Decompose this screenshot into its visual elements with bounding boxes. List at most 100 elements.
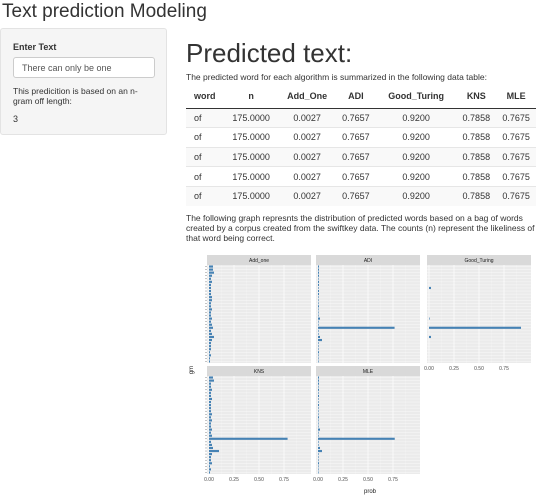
bar (209, 311, 211, 314)
bar (318, 308, 319, 311)
bar (318, 299, 319, 302)
bar (318, 348, 319, 351)
bar (209, 449, 219, 453)
table-cell: 0.7657 (336, 146, 376, 167)
table-cell: 0.0027 (278, 146, 337, 167)
bar (209, 302, 211, 305)
bar (318, 465, 319, 468)
bar (209, 434, 212, 437)
x-tick-label: 0.50 (254, 477, 264, 483)
bar (318, 332, 319, 335)
x-axis-label: prob (364, 489, 377, 495)
table-cell: 0.7675 (496, 185, 536, 206)
bar (318, 335, 320, 339)
bar (318, 314, 319, 317)
bar (318, 280, 319, 283)
column-header[interactable]: MLE (496, 84, 536, 109)
bar (209, 268, 213, 271)
ngram-length-value: 3 (13, 114, 19, 124)
table-row: of 175.0000 0.0027 0.7657 0.9200 0.7858 … (186, 127, 536, 148)
table-cell: 0.7657 (336, 107, 376, 128)
bar (318, 428, 320, 431)
bar (209, 440, 211, 443)
table-cell: 0.7675 (496, 107, 536, 128)
bar (209, 326, 213, 329)
table-cell: 0.7675 (496, 127, 536, 148)
bar (209, 357, 210, 360)
x-tick-label: 0.75 (499, 366, 509, 372)
bar (209, 410, 211, 413)
text-input[interactable] (13, 57, 155, 78)
bar (318, 456, 319, 459)
bar (318, 329, 319, 332)
bar (209, 274, 212, 277)
column-header[interactable]: n (224, 84, 279, 109)
table-cell: 0.9200 (375, 146, 457, 167)
bar (318, 354, 319, 357)
bar (209, 465, 210, 468)
bar (318, 271, 319, 274)
column-header[interactable]: ADI (336, 84, 376, 109)
table-cell: 175.0000 (224, 166, 279, 187)
table-cell: 175.0000 (224, 107, 279, 128)
bar (318, 379, 319, 382)
bar (209, 459, 211, 462)
bar (318, 394, 319, 397)
bar (209, 293, 211, 296)
bar (318, 443, 319, 446)
table-header-row: word n Add_One ADI Good_Turing KNS MLE (186, 84, 536, 109)
bar (318, 440, 319, 443)
x-tick-label: 0.00 (204, 477, 214, 483)
table-description: The predicted word for each algorithm is… (186, 72, 487, 82)
facet-strip (316, 366, 420, 376)
prediction-table: word n Add_One ADI Good_Turing KNS MLE o… (186, 84, 536, 206)
bar (318, 293, 319, 296)
bar (318, 416, 319, 419)
bar (318, 289, 319, 293)
column-header[interactable]: word (186, 84, 224, 109)
table-cell: 175.0000 (224, 185, 279, 206)
bar (318, 277, 319, 280)
bar (318, 311, 319, 314)
bar (318, 388, 319, 391)
bar (318, 338, 322, 342)
bar (209, 425, 211, 428)
table-cell: 0.0027 (278, 185, 337, 206)
column-header[interactable]: Good_Turing (375, 84, 457, 109)
bar (209, 462, 212, 465)
bar (318, 434, 319, 437)
table-cell: 175.0000 (224, 146, 279, 167)
x-tick-label: 0.75 (388, 477, 398, 483)
bar (318, 317, 320, 320)
column-header[interactable]: KNS (456, 84, 497, 109)
facet-strip (207, 366, 311, 376)
bar (209, 280, 212, 283)
x-tick-label: 0.50 (363, 477, 373, 483)
bar (209, 422, 211, 425)
bar (209, 360, 210, 363)
bar (209, 320, 211, 323)
table-cell: 0.9200 (375, 166, 457, 187)
bar (318, 302, 319, 305)
column-header[interactable]: Add_One (278, 84, 337, 109)
x-tick-label: 0.00 (424, 366, 434, 372)
bar (209, 299, 212, 302)
bar (209, 468, 211, 471)
bar (209, 391, 211, 394)
bar (318, 407, 319, 410)
bar (209, 314, 211, 317)
table-cell: 0.7858 (456, 107, 497, 128)
bar (318, 422, 319, 425)
facet-strip (427, 255, 531, 265)
bar (209, 388, 212, 391)
bar (209, 338, 212, 342)
bar (318, 404, 319, 407)
bar (209, 397, 212, 401)
facet-label: ADI (364, 258, 372, 264)
x-tick-label: 0.50 (474, 366, 484, 372)
ngram-info-text: This predicition is based on an n-gram o… (13, 86, 138, 106)
bar (318, 449, 322, 453)
bar (209, 277, 211, 280)
x-tick-label: 0.25 (229, 477, 239, 483)
table-cell: of (186, 127, 224, 148)
